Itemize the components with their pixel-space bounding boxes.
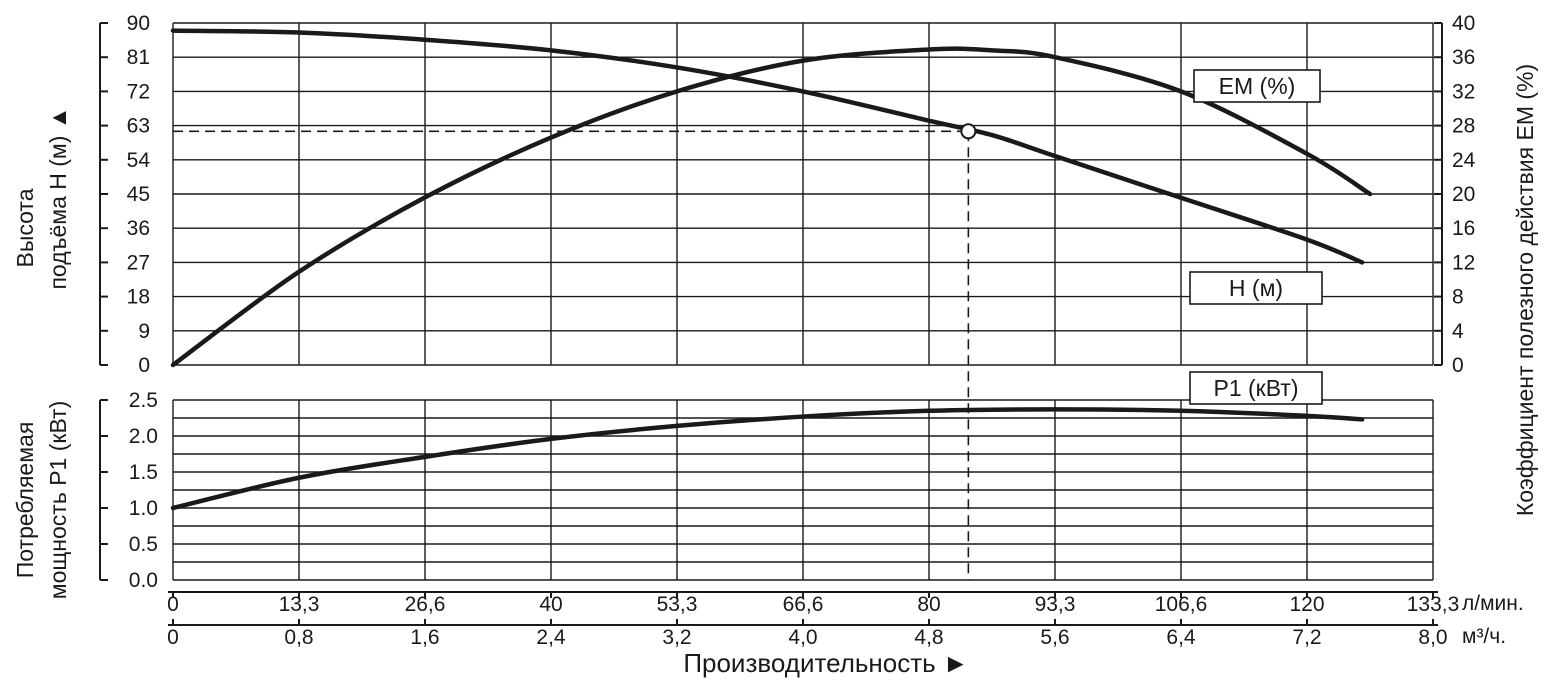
chart-labels: 908172635445362718902.52.01.51.00.50.040…: [127, 12, 1476, 649]
x-lpm-tick-label: 80: [917, 593, 940, 616]
head-tick-label: 27: [127, 251, 150, 274]
series-label-box-power: [1189, 371, 1323, 405]
x-m3h-tick-label: 1,6: [410, 626, 439, 649]
efficiency-tick-label: 24: [1452, 149, 1476, 172]
x-unit-lpm: л/мин.: [1462, 592, 1524, 615]
x-unit-m3h: м³/ч.: [1462, 625, 1506, 648]
series-label-head: Н (м): [1229, 275, 1283, 301]
power-axis-title-line1: Потребляемая: [12, 422, 38, 579]
series-line-eff: [170, 46, 1373, 368]
x-m3h-tick-label: 4,8: [914, 626, 943, 649]
x-lpm-tick-label: 13,3: [279, 593, 320, 616]
power-tick-label: 0.0: [129, 569, 158, 592]
x-axis-title: Производительность ►: [683, 648, 968, 678]
x-m3h-tick-label: 5,6: [1040, 626, 1069, 649]
head-tick-label: 0: [138, 354, 150, 377]
efficiency-axis-title: Коэффициент полезного действия ЕМ (%): [1512, 64, 1538, 516]
x-lpm-tick-label: 26,6: [405, 593, 446, 616]
efficiency-tick-label: 32: [1452, 80, 1475, 103]
series-line-head: [170, 28, 1365, 265]
head-tick-label: 81: [127, 46, 150, 69]
x-lpm-tick-label: 66,6: [783, 593, 824, 616]
series-label-power: P1 (кВт): [1213, 375, 1298, 401]
series-label-eff: ЕМ (%): [1219, 73, 1296, 99]
chart-curves: [170, 28, 1373, 580]
x-lpm-tick-label: 40: [539, 593, 562, 616]
x-lpm-tick-label: 0: [167, 593, 179, 616]
power-tick-label: 0.5: [129, 533, 158, 556]
power-tick-label: 2.5: [129, 389, 158, 412]
x-lpm-tick-label: 53,3: [657, 593, 698, 616]
head-tick-label: 72: [127, 80, 150, 103]
power-tick-label: 1.5: [129, 461, 158, 484]
head-axis-title-line1: Высота: [12, 188, 38, 267]
x-m3h-tick-label: 3,2: [662, 626, 691, 649]
x-m3h-tick-label: 4,0: [788, 626, 817, 649]
power-tick-label: 2.0: [129, 425, 158, 448]
head-tick-label: 9: [138, 320, 150, 343]
x-lpm-tick-label: 133,3: [1407, 593, 1460, 616]
power-tick-label: 1.0: [129, 497, 158, 520]
x-m3h-tick-label: 0: [167, 626, 179, 649]
x-lpm-tick-label: 93,3: [1035, 593, 1076, 616]
efficiency-tick-label: 36: [1452, 46, 1475, 69]
x-m3h-tick-label: 0,8: [284, 626, 313, 649]
head-tick-label: 36: [127, 217, 150, 240]
head-tick-label: 63: [127, 115, 150, 138]
x-lpm-tick-label: 106,6: [1155, 593, 1208, 616]
efficiency-tick-label: 8: [1452, 286, 1464, 309]
series-label-box-head: [1189, 271, 1323, 305]
efficiency-tick-label: 16: [1452, 217, 1475, 240]
head-tick-label: 18: [127, 286, 150, 309]
series-label-box-eff: [1193, 69, 1321, 103]
efficiency-tick-label: 40: [1452, 12, 1475, 35]
x-lpm-tick-label: 120: [1289, 593, 1324, 616]
power-axis-title-line2: мощность P1 (кВт): [45, 401, 71, 599]
efficiency-tick-label: 20: [1452, 183, 1475, 206]
head-tick-label: 54: [127, 149, 151, 172]
series-line-power: [170, 407, 1365, 511]
efficiency-tick-label: 4: [1452, 320, 1464, 343]
efficiency-tick-label: 28: [1452, 115, 1475, 138]
x-m3h-tick-label: 6,4: [1166, 626, 1196, 649]
x-m3h-tick-label: 2,4: [536, 626, 566, 649]
chart-axes: [99, 22, 1443, 626]
head-axis-title-line2: подъёма Н (м) ▲: [45, 106, 71, 289]
x-m3h-tick-label: 7,2: [1292, 626, 1321, 649]
head-tick-label: 45: [127, 183, 150, 206]
efficiency-tick-label: 0: [1452, 354, 1464, 377]
head-tick-label: 90: [127, 12, 150, 35]
operating-point-marker: [960, 123, 977, 140]
efficiency-tick-label: 12: [1452, 251, 1475, 274]
x-m3h-tick-label: 8,0: [1418, 626, 1447, 649]
